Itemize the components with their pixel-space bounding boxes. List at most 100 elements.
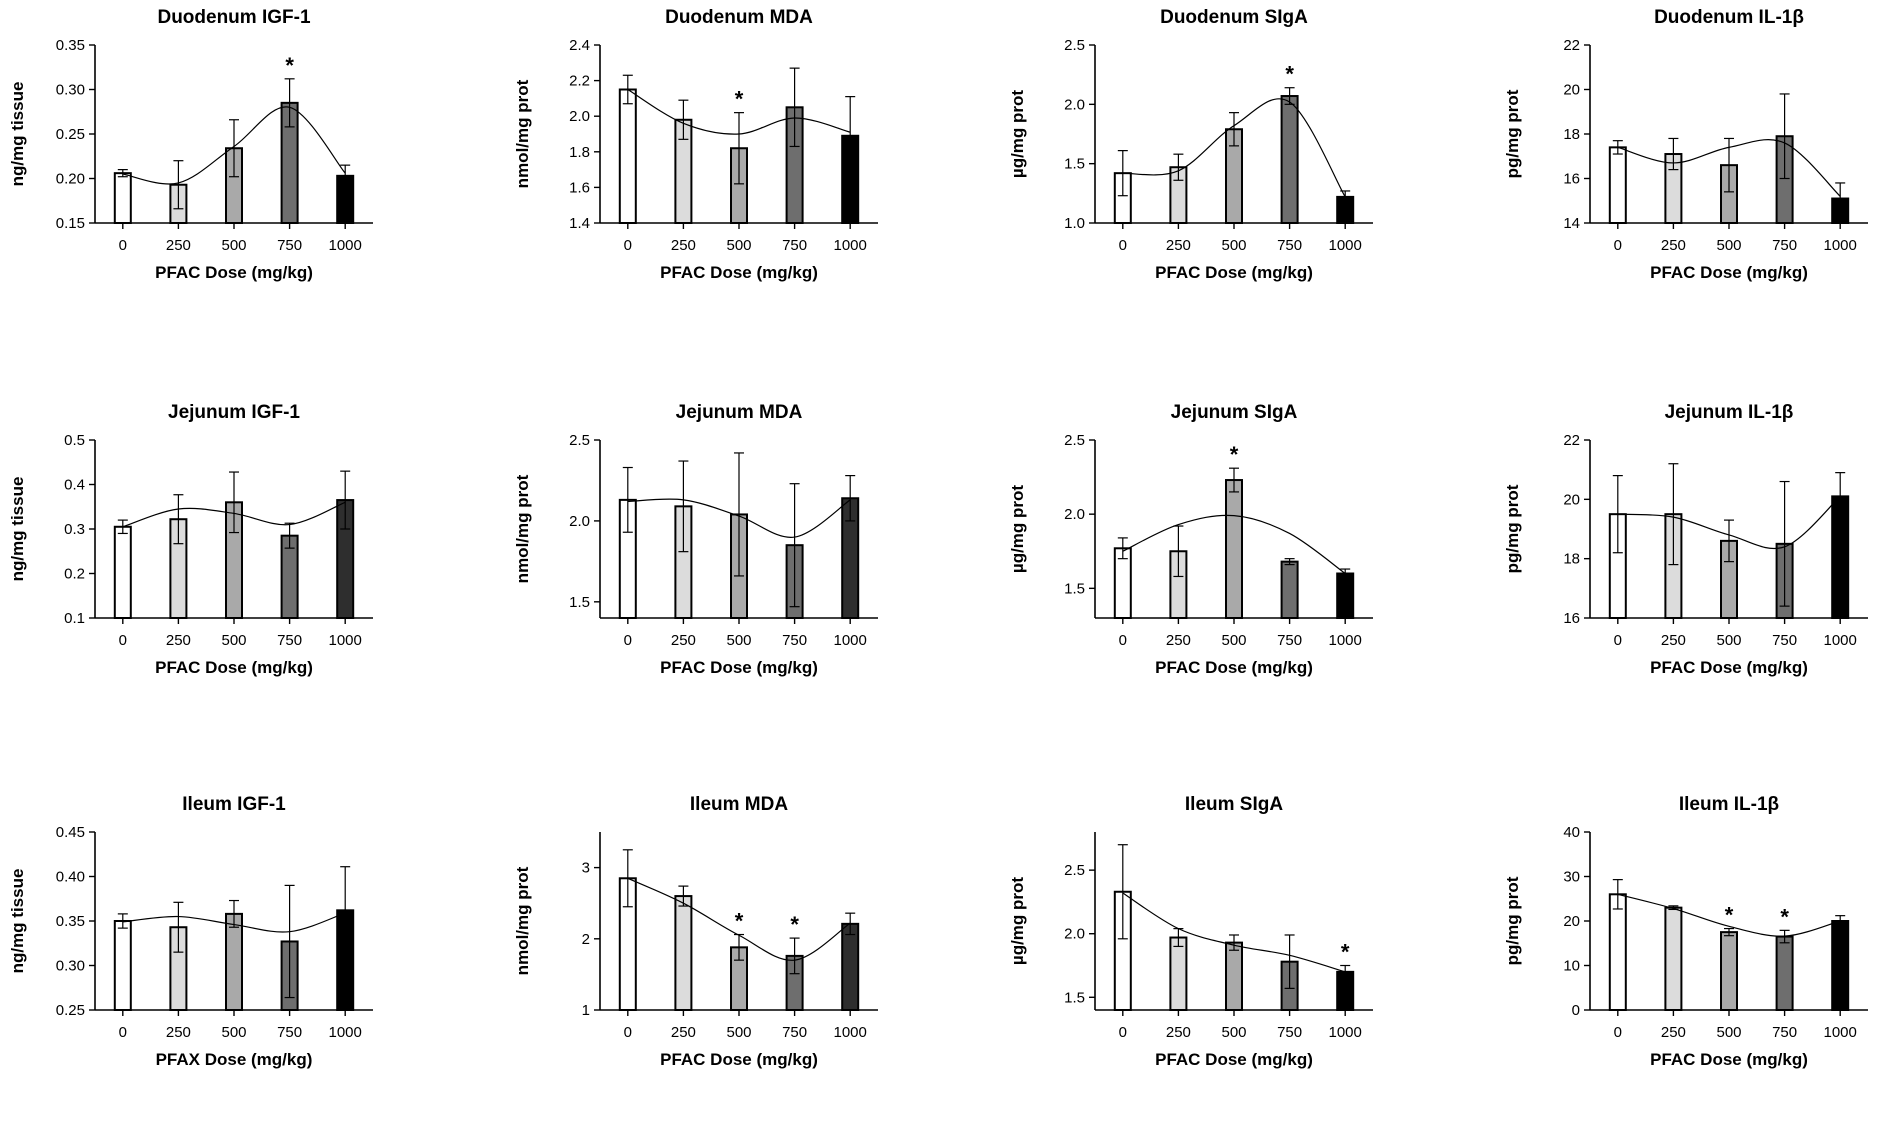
chart-ile-mda: Ileum MDA 1 2 3 0 250 500 * 750 * 1000 PFAC Dose (m… <box>513 794 878 1069</box>
x-tick-label: 250 <box>671 1024 696 1041</box>
fit-curve <box>122 106 346 185</box>
x-tick-label: 250 <box>1166 1024 1191 1041</box>
y-tick-label: 2.0 <box>1064 506 1085 523</box>
x-tick-label: 750 <box>1277 237 1302 254</box>
y-tick-label: 2.0 <box>569 108 590 125</box>
y-tick-label: 2.0 <box>1064 96 1085 113</box>
fit-curve <box>122 912 346 933</box>
chart-ile-il1b: Ileum IL-1β 0 10 20 30 40 0 250 500 * 750 * 1000 PFAC… <box>1503 794 1868 1069</box>
significance-star: * <box>285 53 294 78</box>
x-tick-label: 500 <box>1716 237 1741 254</box>
y-tick-label: 16 <box>1563 171 1580 188</box>
bar-250 <box>674 895 693 1012</box>
fit-curve <box>1122 892 1346 973</box>
y-tick-label: 0.35 <box>56 37 85 54</box>
chart-duo-siga: Duodenum SIgA 1.0 1.5 2.0 2.5 0 250 500 750 * 1000… <box>1008 7 1373 282</box>
x-tick-label: 500 <box>726 237 751 254</box>
x-tick-label: 1000 <box>329 632 362 649</box>
x-tick-label: 0 <box>119 632 127 649</box>
x-tick-label: 0 <box>1119 237 1127 254</box>
chart-duo-mda: Duodenum MDA 1.4 1.6 1.8 2.0 2.2 2.4 0 250 500 * 75… <box>513 7 878 282</box>
chart-title: Ileum IL-1β <box>1679 794 1779 815</box>
chart-jej-mda: Jejunum MDA 1.5 2.0 2.5 0 250 500 750 1000 PFAC D… <box>513 402 878 677</box>
y-tick-label: 0.40 <box>56 869 85 886</box>
y-axis-label: ng/mg tissue <box>8 869 27 974</box>
y-tick-label: 0.45 <box>56 824 85 841</box>
y-tick-label: 14 <box>1563 215 1580 232</box>
chart-title: Jejunum IL-1β <box>1665 402 1794 423</box>
y-tick-label: 2.0 <box>569 513 590 530</box>
x-tick-label: 250 <box>1661 632 1686 649</box>
x-tick-label: 500 <box>1716 632 1741 649</box>
y-tick-label: 0 <box>1572 1002 1580 1019</box>
y-tick-label: 2.0 <box>1064 926 1085 943</box>
significance-star: * <box>735 909 744 934</box>
y-axis-label: µg/mg prot <box>1008 877 1027 966</box>
y-tick-label: 1.5 <box>569 594 590 611</box>
x-tick-label: 750 <box>782 632 807 649</box>
y-tick-label: 0.4 <box>64 477 85 494</box>
y-tick-label: 2 <box>582 931 590 948</box>
x-tick-label: 750 <box>1772 1024 1797 1041</box>
chart-ile-siga: Ileum SIgA 1.5 2.0 2.5 0 250 500 750 1000 * PFAC D… <box>1008 794 1373 1069</box>
x-tick-label: 1000 <box>1824 1024 1857 1041</box>
x-tick-label: 750 <box>1277 1024 1302 1041</box>
fit-curve <box>1617 893 1841 937</box>
y-tick-label: 0.15 <box>56 215 85 232</box>
y-axis-label: pg/mg prot <box>1503 484 1522 573</box>
x-tick-label: 0 <box>624 1024 632 1041</box>
y-tick-label: 2.5 <box>1064 432 1085 449</box>
x-tick-label: 500 <box>726 632 751 649</box>
x-tick-label: 750 <box>277 237 302 254</box>
fit-curve <box>1122 514 1346 574</box>
y-axis-label: nmol/mg prot <box>513 474 532 583</box>
x-tick-label: 0 <box>119 237 127 254</box>
y-tick-label: 2.5 <box>569 432 590 449</box>
chart-title: Jejunum MDA <box>676 402 803 423</box>
x-tick-label: 750 <box>277 1024 302 1041</box>
x-tick-label: 500 <box>1221 237 1246 254</box>
x-tick-label: 250 <box>1166 632 1191 649</box>
y-tick-label: 1.5 <box>1064 580 1085 597</box>
significance-star: * <box>1780 904 1789 929</box>
fit-curve <box>1122 98 1346 198</box>
chart-ile-igf: Ileum IGF-1 0.25 0.30 0.35 0.40 0.45 0 250 500 75… <box>8 794 373 1069</box>
fit-curve <box>1617 139 1841 197</box>
bar-750 <box>1775 935 1794 1012</box>
y-axis-label: ng/mg tissue <box>8 82 27 187</box>
y-tick-label: 0.5 <box>64 432 85 449</box>
y-tick-label: 1.5 <box>1064 989 1085 1006</box>
x-tick-label: 750 <box>782 237 807 254</box>
x-tick-label: 250 <box>166 1024 191 1041</box>
y-tick-label: 0.20 <box>56 171 85 188</box>
x-axis-label: PFAC Dose (mg/kg) <box>1650 263 1808 282</box>
x-tick-label: 750 <box>1772 632 1797 649</box>
bar-1000 <box>1336 572 1355 619</box>
significance-star: * <box>790 912 799 937</box>
y-axis-label: nmol/mg prot <box>513 866 532 975</box>
x-axis-label: PFAX Dose (mg/kg) <box>156 1050 313 1069</box>
fit-curve <box>627 498 851 538</box>
y-tick-label: 2.4 <box>569 37 590 54</box>
x-axis-label: PFAC Dose (mg/kg) <box>1650 658 1808 677</box>
x-tick-label: 500 <box>1716 1024 1741 1041</box>
bar-750 <box>1280 95 1299 224</box>
bar-0 <box>113 920 132 1011</box>
chart-title: Jejunum IGF-1 <box>168 402 300 423</box>
y-tick-label: 0.30 <box>56 958 85 975</box>
y-tick-label: 20 <box>1563 491 1580 508</box>
chart-title: Ileum IGF-1 <box>182 794 286 815</box>
x-tick-label: 250 <box>671 237 696 254</box>
y-tick-label: 0.25 <box>56 1002 85 1019</box>
x-tick-label: 750 <box>277 632 302 649</box>
x-tick-label: 750 <box>1772 237 1797 254</box>
y-tick-label: 0.1 <box>64 610 85 627</box>
chart-jej-siga: Jejunum SIgA 1.5 2.0 2.5 0 250 500 * 750 1000 PFAC… <box>1008 402 1373 677</box>
significance-star: * <box>1725 903 1734 928</box>
bar-500 <box>1225 479 1243 619</box>
y-axis-label: µg/mg prot <box>1008 90 1027 179</box>
chart-title: Duodenum IGF-1 <box>157 7 310 28</box>
chart-jej-il1b: Jejunum IL-1β 16 18 20 22 0 250 500 750 1000 PFAC … <box>1503 402 1868 677</box>
y-tick-label: 22 <box>1563 37 1580 54</box>
x-tick-label: 250 <box>166 632 191 649</box>
